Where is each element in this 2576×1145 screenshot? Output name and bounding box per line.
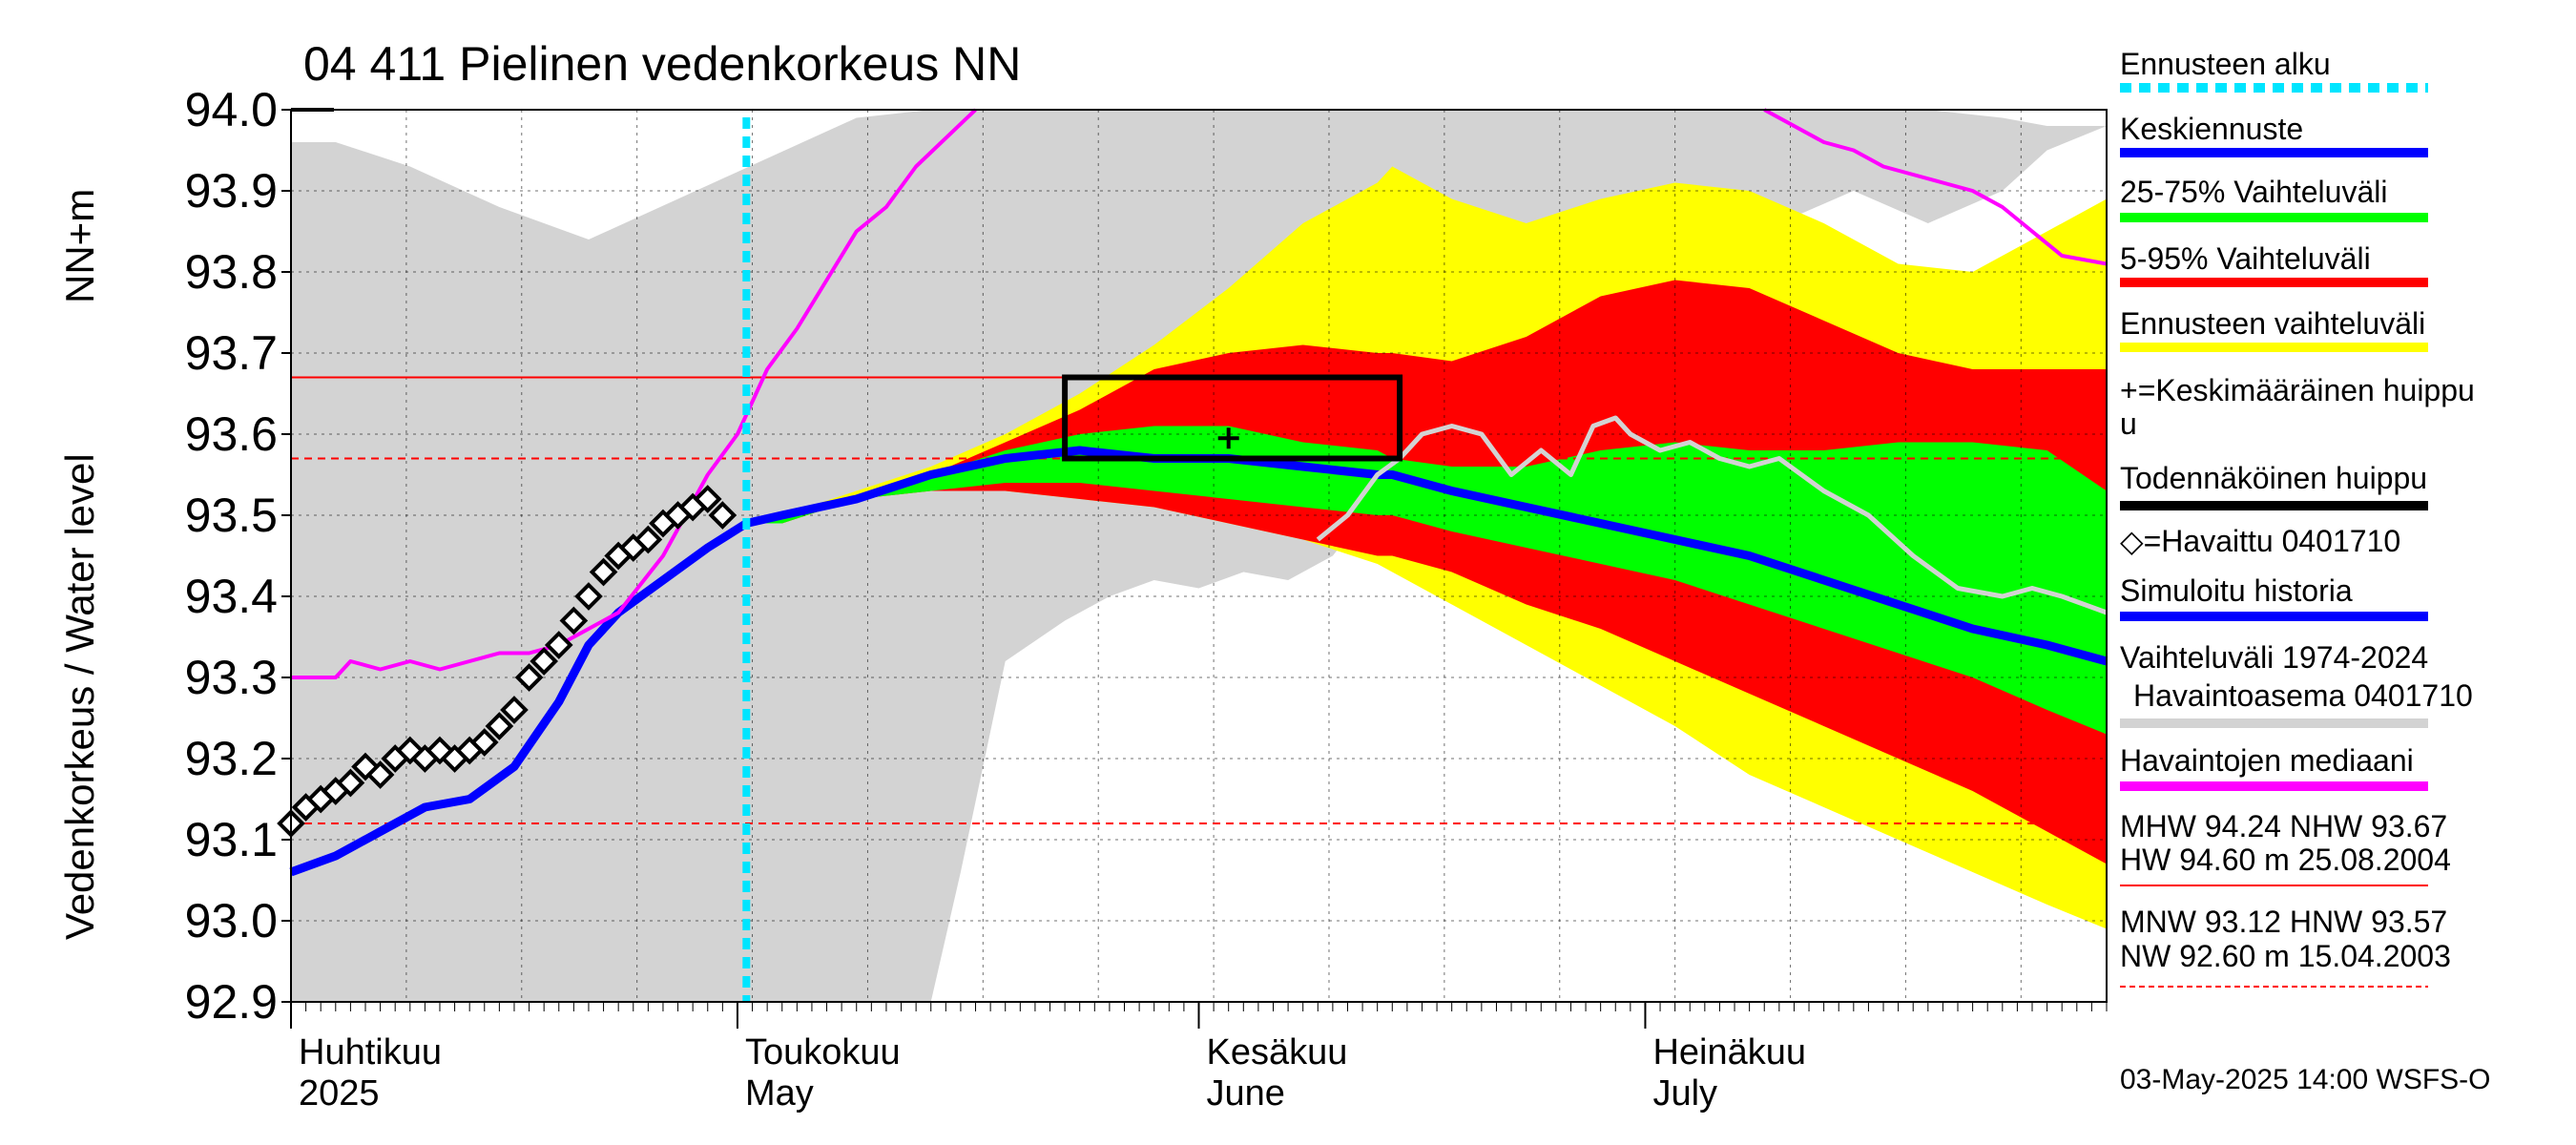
observation-point	[530, 647, 559, 676]
observation-point	[634, 525, 663, 554]
y-tick-label: 93.3	[185, 651, 278, 704]
y-axis-unit: NN+m	[57, 189, 102, 303]
y-tick-label: 94.0	[185, 83, 278, 136]
month-label-fi: Huhtikuu	[299, 1032, 442, 1072]
band-1	[746, 280, 2107, 864]
y-tick-label: 93.1	[185, 813, 278, 866]
observation-point	[544, 631, 573, 659]
observation-point	[708, 501, 737, 530]
plot-area	[277, 108, 2109, 1003]
observation-point	[365, 760, 395, 789]
series-lines-layer	[289, 108, 2109, 1002]
observation-point	[485, 712, 514, 740]
legend-label: Todennäköinen huippu	[2120, 461, 2427, 495]
forecast-bands-layer	[746, 166, 2107, 929]
probable-peak-box	[1062, 374, 1403, 462]
legend-label: Keskiennuste	[2120, 112, 2303, 146]
legend-label: Havaintoasema 0401710	[2133, 678, 2473, 713]
footer-timestamp: 03-May-2025 14:00 WSFS-O	[2120, 1064, 2491, 1095]
band-2	[746, 426, 2107, 735]
y-tick-label: 93.9	[185, 164, 278, 218]
series-line-1	[289, 519, 749, 877]
legend-label: Havaintojen mediaani	[2120, 743, 2414, 778]
y-tick-label: 93.2	[185, 732, 278, 785]
month-label-en: May	[745, 1073, 814, 1114]
legend-label: Simuloitu historia	[2120, 573, 2353, 608]
y-tick-label: 93.6	[185, 407, 278, 461]
stats-line-4: NW 92.60 m 15.04.2003	[2120, 939, 2451, 973]
stats-line-2: HW 94.60 m 25.08.2004	[2120, 843, 2451, 877]
series-line-0	[745, 446, 2109, 666]
legend-label: 5-95% Vaihteluväli	[2120, 241, 2371, 276]
series-line-3	[1763, 108, 2108, 266]
y-tick-label: 93.8	[185, 245, 278, 299]
y-axis-label: Vedenkorkeus / Water level	[57, 453, 102, 940]
legend-label: Vaihteluväli 1974-2024	[2120, 640, 2428, 675]
stats-line-1: MHW 94.24 NHW 93.67	[2120, 809, 2447, 843]
observation-point	[469, 728, 499, 757]
legend-label: 25-75% Vaihteluväli	[2120, 175, 2387, 209]
observation-point	[559, 606, 589, 635]
observation-point	[395, 736, 425, 765]
stats-line-3: MNW 93.12 HNW 93.57	[2120, 905, 2447, 939]
observation-point	[351, 752, 380, 781]
observation-point	[514, 663, 544, 692]
observation-point	[574, 582, 603, 611]
y-tick-label: 93.0	[185, 894, 278, 947]
mean-peak-marker	[1217, 427, 1239, 449]
month-label-fi: Toukokuu	[745, 1032, 901, 1072]
legend-label: Ennusteen alku	[2120, 47, 2331, 81]
observation-point	[426, 736, 454, 765]
month-label-en: 2025	[299, 1073, 380, 1114]
y-tick-label: 93.7	[185, 326, 278, 380]
legend-label: Ennusteen vaihteluväli	[2120, 306, 2425, 341]
month-label-fi: Heinäkuu	[1652, 1032, 1806, 1072]
month-label-en: June	[1207, 1073, 1285, 1114]
legend: Ennusteen alku Keskiennuste 25-75% Vaihtel…	[2120, 47, 2475, 791]
observation-point	[693, 485, 722, 513]
observation-point	[336, 768, 365, 798]
chart-title: 04 411 Pielinen vedenkorkeus NN	[303, 37, 1021, 91]
legend-label-wrap: u	[2120, 406, 2137, 441]
legend-label: +=Keskimääräinen huippu	[2120, 373, 2475, 407]
month-label-en: July	[1652, 1073, 1717, 1114]
y-tick-label: 93.5	[185, 489, 278, 542]
observation-point	[500, 696, 529, 724]
series-line-2	[291, 108, 977, 679]
peak-layer	[1062, 374, 1403, 462]
series-line-4	[1316, 415, 2108, 615]
month-label-fi: Kesäkuu	[1207, 1032, 1348, 1072]
observations-layer	[277, 485, 737, 838]
observation-point	[589, 557, 618, 587]
y-tick-label: 93.4	[185, 570, 278, 623]
y-tick-label: 92.9	[185, 975, 278, 1029]
legend-label: ◇=Havaittu 0401710	[2120, 524, 2400, 558]
y-axis: 92.9 93.0 93.1 93.2 93.3 93.4 93.5 93.6 93.7 93.8…	[185, 83, 334, 1029]
